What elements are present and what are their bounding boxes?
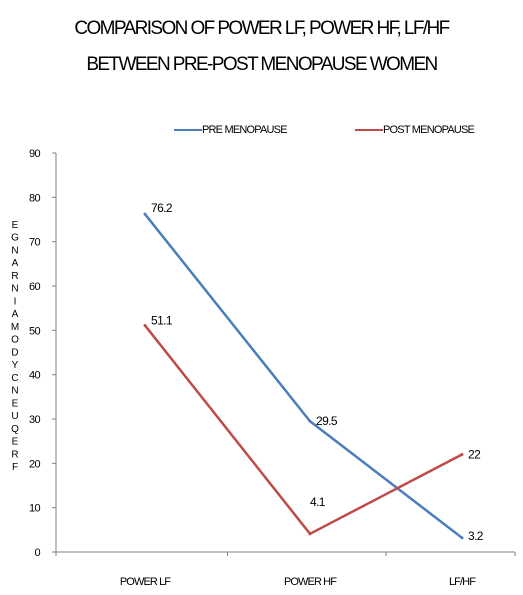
y-axis-label-letter: A [12,258,19,269]
y-tick-label: 20 [29,458,41,470]
data-point [143,212,147,216]
y-axis-label-letter: N [11,284,18,295]
x-tick-label: LF/HF [449,576,476,588]
y-tick-label: 50 [29,325,41,337]
y-axis-label-letter: Y [12,360,19,371]
legend-swatch-pre-menopause [174,129,202,131]
y-axis-label-letter: G [11,233,19,244]
data-label: 22 [468,447,481,461]
y-tick-label: 30 [29,414,41,426]
y-axis-label-letter: N [11,386,18,397]
y-tick-label: 10 [29,503,41,515]
y-axis-label-letter: R [11,271,18,282]
y-axis-label-letter: N [11,245,18,256]
y-axis-label-letter: E [12,398,19,409]
y-axis-label-letter: Q [11,424,19,435]
y-axis-label-letter: M [11,322,19,333]
y-axis-label-letter: A [12,309,19,320]
data-label: 76.2 [151,201,173,215]
legend-label-post-menopause: POST MENOPAUSE [383,124,475,136]
y-axis-label-letter: E [12,220,19,231]
y-axis-label-letter: I [14,296,17,307]
data-point [460,536,464,540]
y-axis-label-letter: O [11,335,19,346]
y-axis-label-letter: C [11,373,18,384]
x-tick-label: POWER LF [120,576,171,588]
data-label: 4.1 [310,495,326,509]
data-label: 51.1 [151,313,173,327]
legend-label-pre-menopause: PRE MENOPAUSE [202,124,288,136]
y-tick-label: 0 [34,547,40,559]
legend-item-pre-menopause: PRE MENOPAUSE [174,124,288,136]
y-axis-label-letter: E [12,437,19,448]
y-axis-label-letter: U [11,411,18,422]
data-point [460,452,464,456]
legend-item-post-menopause: POST MENOPAUSE [355,124,475,136]
data-point [308,419,312,423]
y-tick-label: 90 [29,148,41,160]
y-tick-label: 40 [29,370,41,382]
data-point [143,323,147,327]
data-label: 3.2 [468,529,484,543]
data-point [308,532,312,536]
data-label: 29.5 [316,414,338,428]
series-line-pre-menopause [144,213,463,539]
y-axis-label-letter: R [11,449,18,460]
chart-title-line-2: BETWEEN PRE-POST MENOPAUSE WOMEN [86,54,438,75]
chart-title-line-1: COMPARISON OF POWER LF, POWER HF, LF/HF [74,18,450,39]
x-tick-label: POWER HF [284,576,337,588]
y-axis-label-letter: D [11,347,18,358]
y-tick-label: 70 [29,237,41,249]
y-tick-label: 80 [29,192,41,204]
y-axis-label-letter: F [12,462,18,473]
y-tick-label: 60 [29,281,41,293]
legend-swatch-post-menopause [355,129,383,131]
